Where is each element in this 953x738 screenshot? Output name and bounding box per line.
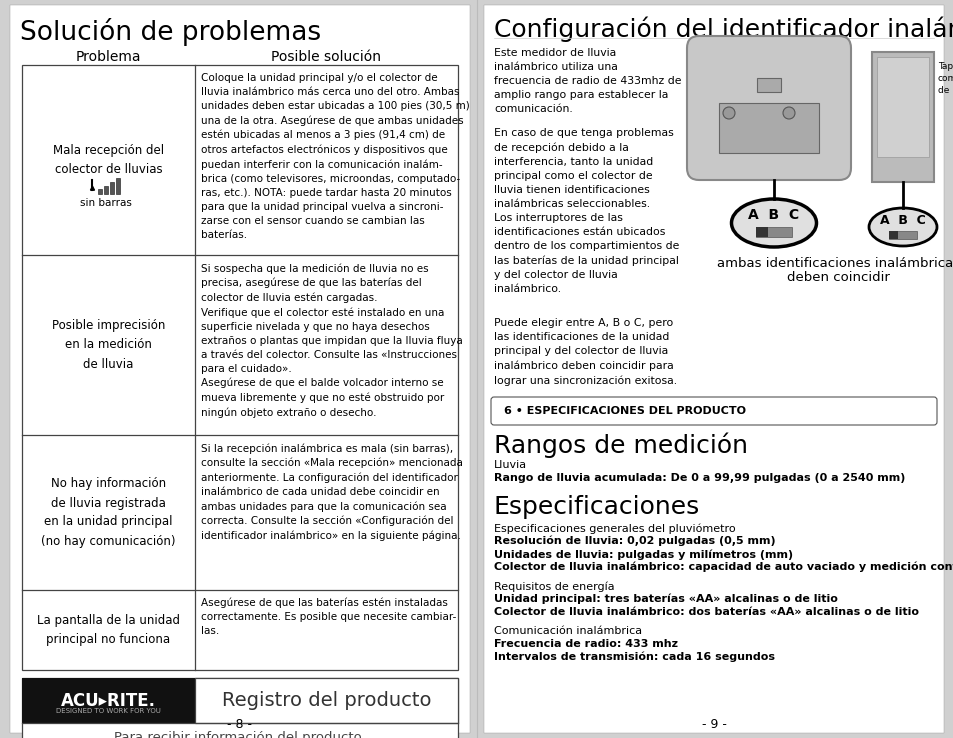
Text: sin barras: sin barras [79,199,132,208]
FancyBboxPatch shape [686,36,850,180]
Text: ambas identificaciones inalámbricas: ambas identificaciones inalámbricas [717,257,953,270]
Bar [871,52,933,182]
Text: A  B  C: A B C [880,215,925,227]
Bar [755,227,791,237]
Text: La pantalla de la unidad
principal no funciona: La pantalla de la unidad principal no fu… [37,614,180,646]
Text: A  B  C: A B C [748,208,799,222]
Text: Lluvia: Lluvia [494,460,527,470]
Text: ACU▸RITE.: ACU▸RITE. [61,692,156,710]
Text: Frecuencia de radio: 433 mhz: Frecuencia de radio: 433 mhz [494,639,678,649]
Bar [10,5,470,733]
Text: Si sospecha que la medición de lluvia no es
precisa, asegúrese de que las baterí: Si sospecha que la medición de lluvia no… [201,263,462,418]
Text: Requisitos de energía: Requisitos de energía [494,581,614,591]
Bar [888,231,897,239]
Text: - 8 -: - 8 - [227,718,253,731]
Text: Intervalos de transmisión: cada 16 segundos: Intervalos de transmisión: cada 16 segun… [494,652,774,663]
Text: Tapa del
compartimiento
de la batería: Tapa del compartimiento de la batería [937,62,953,94]
Text: Registro del producto: Registro del producto [221,691,431,710]
Text: Asegúrese de que las baterías estén instaladas
correctamente. Es posible que nec: Asegúrese de que las baterías estén inst… [201,598,456,636]
Text: DESIGNED TO WORK FOR YOU: DESIGNED TO WORK FOR YOU [56,708,161,714]
Text: deben coincidir: deben coincidir [786,271,889,284]
Text: Configuración del identificador inalámbrico: Configuración del identificador inalámbr… [494,16,953,41]
Text: Colector de lluvia inalámbrico: capacidad de auto vaciado y medición continua de: Colector de lluvia inalámbrico: capacida… [494,562,953,573]
Text: Este medidor de lluvia
inalámbrico utiliza una
frecuencia de radio de 433mhz de
: Este medidor de lluvia inalámbrico utili… [494,48,680,114]
Ellipse shape [868,208,936,246]
Bar [876,57,928,157]
Bar [105,186,109,194]
Bar [98,189,102,194]
Bar [719,103,818,153]
Text: Unidad principal: tres baterías «AA» alcalinas o de litio: Unidad principal: tres baterías «AA» alc… [494,594,837,604]
Text: Posible solución: Posible solución [272,50,381,64]
Text: En caso de que tenga problemas
de recepción debido a la
interferencia, tanto la : En caso de que tenga problemas de recepc… [494,128,679,294]
Ellipse shape [731,199,816,247]
Bar [888,231,916,239]
Bar [757,78,781,92]
Text: Rango de lluvia acumulada: De 0 a 99,99 pulgadas (0 a 2540 mm): Rango de lluvia acumulada: De 0 a 99,99 … [494,473,904,483]
Text: Colector de lluvia inalámbrico: dos baterías «AA» alcalinas o de litio: Colector de lluvia inalámbrico: dos bate… [494,607,918,617]
Bar [194,678,457,723]
Text: Coloque la unidad principal y/o el colector de
lluvia inalámbrico más cerca uno : Coloque la unidad principal y/o el colec… [201,73,469,240]
Bar [483,5,943,733]
FancyBboxPatch shape [491,397,936,425]
Circle shape [782,107,794,119]
Text: Para recibir información del producto,
registre su producto en línea. ¡Es rápido: Para recibir información del producto, r… [81,731,398,738]
Text: Posible imprecisión
en la medición
de lluvia: Posible imprecisión en la medición de ll… [51,320,165,370]
Bar [22,65,457,670]
Bar [22,678,457,738]
Bar [111,182,114,194]
Text: Especificaciones generales del pluviómetro: Especificaciones generales del pluviómet… [494,523,735,534]
Circle shape [722,107,734,119]
Text: Puede elegir entre A, B o C, pero
las identificaciones de la unidad
principal y : Puede elegir entre A, B o C, pero las id… [494,318,677,385]
Text: Solución de problemas: Solución de problemas [20,18,321,46]
Text: Unidades de lluvia: pulgadas y milímetros (mm): Unidades de lluvia: pulgadas y milímetro… [494,549,792,559]
Text: Resolución de lluvia: 0,02 pulgadas (0,5 mm): Resolución de lluvia: 0,02 pulgadas (0,5… [494,536,775,547]
Text: Rangos de medición: Rangos de medición [494,432,747,458]
Text: Si la recepción inalámbrica es mala (sin barras),
consulte la sección «Mala rece: Si la recepción inalámbrica es mala (sin… [201,443,462,541]
Text: Problema: Problema [75,50,141,64]
Text: Especificaciones: Especificaciones [494,495,700,519]
Text: No hay información
de lluvia registrada
en la unidad principal
(no hay comunicac: No hay información de lluvia registrada … [41,477,175,548]
Bar [116,178,120,194]
Bar [22,678,194,723]
Text: 6 • ESPECIFICACIONES DEL PRODUCTO: 6 • ESPECIFICACIONES DEL PRODUCTO [503,406,745,416]
Bar [755,227,767,237]
Text: - 9 -: - 9 - [700,718,725,731]
Text: Mala recepción del
colector de lluvias: Mala recepción del colector de lluvias [52,144,164,176]
Polygon shape [91,186,94,190]
Text: Comunicación inalámbrica: Comunicación inalámbrica [494,626,641,636]
